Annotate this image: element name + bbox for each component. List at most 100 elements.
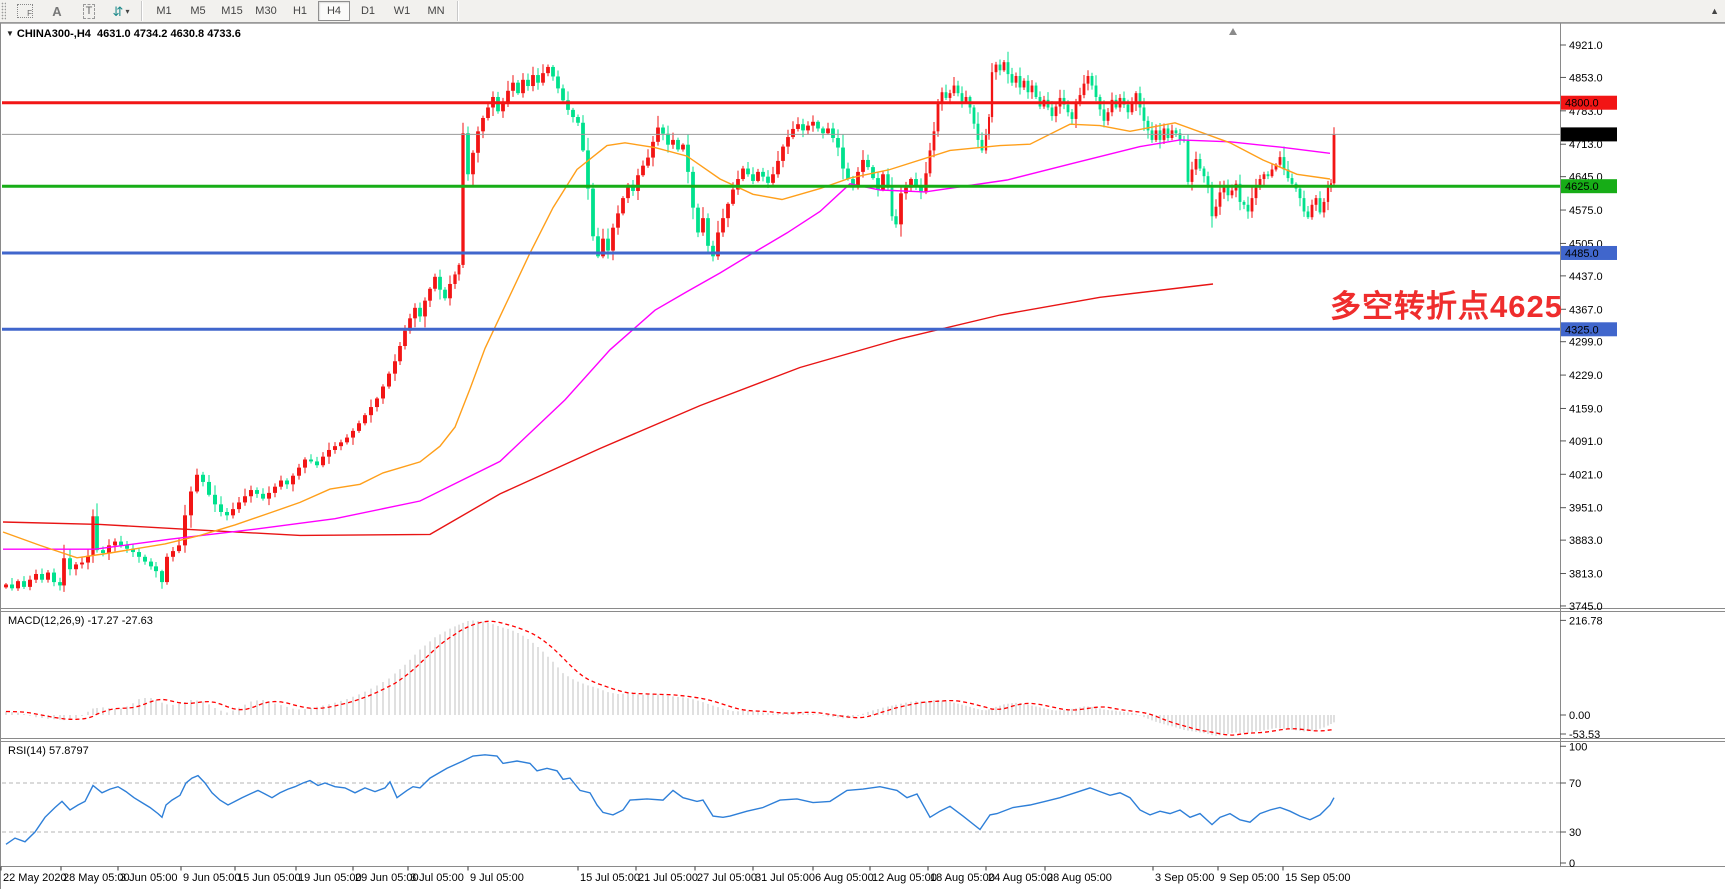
candle-body bbox=[433, 276, 437, 289]
price-tick-label: 4299.0 bbox=[1569, 337, 1603, 349]
candle-body bbox=[46, 572, 50, 580]
candle-body bbox=[243, 496, 247, 503]
time-tick-label: 21 Jul 05:00 bbox=[638, 872, 698, 884]
timeframe-button-M5[interactable]: M5 bbox=[190, 5, 206, 17]
candle-body bbox=[566, 100, 570, 110]
ma-fast-line bbox=[2, 122, 1331, 559]
candle-body bbox=[309, 459, 313, 462]
ma-fast bbox=[2, 122, 1331, 559]
arrow-tools-button[interactable]: ⇵ ▾ bbox=[106, 1, 136, 22]
candle-body bbox=[486, 107, 490, 118]
candle-body bbox=[291, 475, 295, 485]
candle-body bbox=[1034, 85, 1038, 97]
price-axis[interactable]: 4921.04853.04783.04713.04645.04575.04505… bbox=[1560, 40, 1603, 870]
candle-body bbox=[948, 93, 952, 98]
candle-body bbox=[80, 562, 84, 565]
timeframe-button-MN[interactable]: MN bbox=[427, 5, 445, 17]
timeframe-button-H1[interactable]: H1 bbox=[292, 5, 308, 17]
candle-body bbox=[255, 490, 259, 494]
candle-body bbox=[1322, 201, 1326, 213]
candle-body bbox=[1030, 85, 1034, 93]
candle-body bbox=[1090, 76, 1094, 86]
toolbar: F A T ⇵ ▾ M1 M5 M15 M30 H1 H4 D1 W1 MN ▲ bbox=[0, 0, 1725, 23]
timeframe-button-W1[interactable]: W1 bbox=[393, 5, 411, 17]
rsi-level-lines bbox=[2, 782, 1560, 833]
candle-body bbox=[1318, 198, 1322, 213]
candle-body bbox=[1310, 204, 1314, 218]
candle-body bbox=[1290, 178, 1294, 184]
candle-body bbox=[841, 147, 845, 169]
candle-body bbox=[736, 179, 740, 190]
candle-body bbox=[62, 558, 66, 586]
timeframe-button-D1[interactable]: D1 bbox=[360, 5, 376, 17]
timeframe-button-M1[interactable]: M1 bbox=[156, 5, 172, 17]
template-grid-button[interactable]: F bbox=[10, 1, 40, 22]
toolbar-grip[interactable] bbox=[1, 2, 6, 20]
price-tick-label: 4021.0 bbox=[1569, 469, 1603, 481]
text-label-button[interactable]: T bbox=[74, 1, 104, 22]
price-tick-label: 4159.0 bbox=[1569, 403, 1603, 415]
toolbar-overflow-icon[interactable]: ▲ bbox=[1710, 6, 1719, 16]
candle-body bbox=[681, 144, 685, 150]
candle-body bbox=[1150, 130, 1154, 140]
candle-body bbox=[1222, 185, 1226, 193]
ma-slow bbox=[2, 283, 1214, 537]
ma-mid bbox=[3, 139, 1331, 550]
chart-region: 4921.0 4853.0 4783.0 4713.0 4645.0 4575.0 4505… bbox=[0, 23, 1725, 889]
candle-body bbox=[661, 127, 665, 134]
ma-mid-line bbox=[3, 139, 1331, 550]
candle-body bbox=[279, 480, 283, 487]
chart-title[interactable]: ▼ CHINA300-,H4 4631.0 4734.2 4630.8 4733.… bbox=[6, 28, 241, 40]
rsi-line bbox=[5, 754, 1335, 845]
macd-panel bbox=[5, 620, 1335, 736]
candle-body bbox=[536, 75, 540, 83]
time-tick-label: 9 Jul 05:00 bbox=[470, 872, 524, 884]
letter-a-button[interactable]: A bbox=[42, 1, 72, 22]
rsi-indicator-label: RSI(14) 57.8797 bbox=[8, 745, 89, 757]
candle-body bbox=[1306, 211, 1310, 218]
candle-body bbox=[890, 187, 894, 217]
grid-f-icon: F bbox=[17, 4, 33, 18]
candle-body bbox=[1246, 204, 1250, 212]
candle-body bbox=[1258, 179, 1262, 188]
candle-body bbox=[516, 82, 520, 94]
candle-body bbox=[641, 165, 645, 176]
toolbar-separator bbox=[141, 1, 143, 21]
time-tick-label: 27 Jul 05:00 bbox=[697, 872, 757, 884]
candle-body bbox=[4, 584, 8, 588]
candle-body bbox=[776, 160, 780, 175]
candle-body bbox=[861, 159, 865, 172]
timeframe-button-H4[interactable]: H4 bbox=[318, 1, 350, 21]
candle-body bbox=[68, 558, 72, 570]
candle-body bbox=[846, 168, 850, 180]
candle-body bbox=[506, 90, 510, 103]
candle-body bbox=[1074, 102, 1078, 119]
time-tick-label: 28 May 05:00 bbox=[63, 872, 130, 884]
candle-body bbox=[964, 96, 968, 102]
candle-body bbox=[1146, 120, 1150, 131]
candle-body bbox=[453, 274, 457, 284]
candle-body bbox=[521, 79, 525, 94]
symbol-dropdown-icon[interactable]: ▼ bbox=[6, 29, 14, 38]
candle-body bbox=[476, 131, 480, 153]
candle-body bbox=[369, 407, 373, 416]
timeframe-button-M30[interactable]: M30 bbox=[255, 5, 277, 17]
timeframe-button-M15[interactable]: M15 bbox=[221, 5, 243, 17]
time-tick-label: 15 Jul 05:00 bbox=[580, 872, 640, 884]
candle-body bbox=[1210, 187, 1214, 217]
candle-body bbox=[816, 121, 820, 129]
candle-body bbox=[636, 175, 640, 191]
letter-a-icon: A bbox=[52, 3, 62, 19]
candle-body bbox=[1006, 62, 1010, 75]
candle-body bbox=[125, 545, 129, 549]
candle-body bbox=[686, 144, 690, 172]
candle-body bbox=[1270, 169, 1274, 177]
candle-body bbox=[756, 171, 760, 181]
chart-annotation-text[interactable]: 多空转折点4625 bbox=[1330, 289, 1563, 324]
chart-shift-marker bbox=[1229, 28, 1237, 35]
horizontal-price-lines[interactable] bbox=[2, 101, 1560, 331]
candle-body bbox=[936, 102, 940, 132]
chart-canvas[interactable]: 4921.04853.04783.04713.04645.04575.04505… bbox=[0, 23, 1725, 889]
candle-body bbox=[631, 184, 635, 191]
